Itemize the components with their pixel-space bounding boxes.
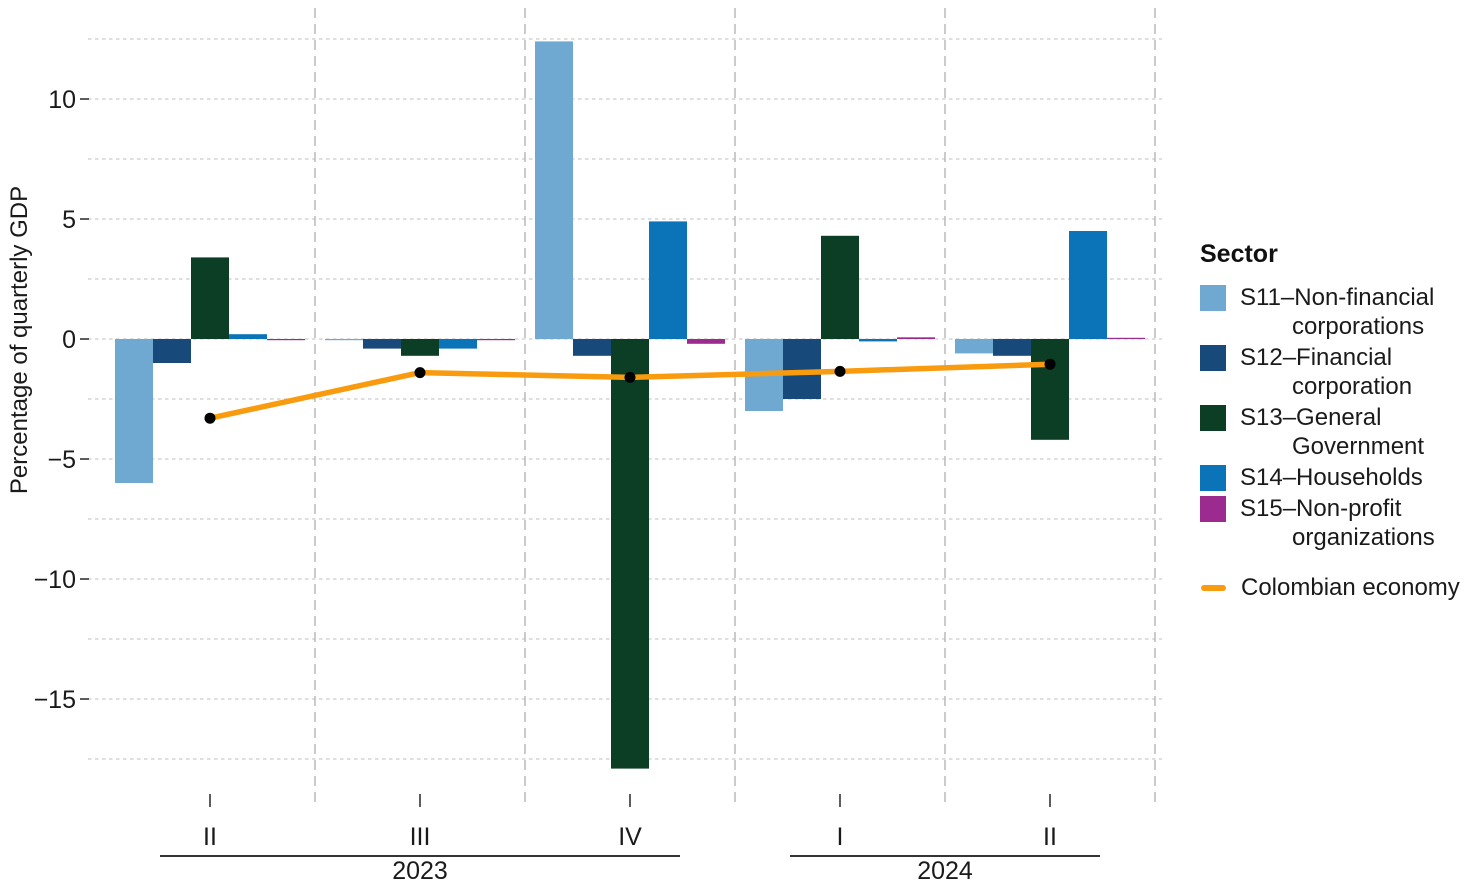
economy-point-2 xyxy=(624,371,636,383)
legend-label-line: S14–Households xyxy=(1240,464,1423,491)
bar-s14-q0 xyxy=(229,334,267,339)
legend-label-line: Government xyxy=(1292,433,1425,460)
x-label-quarter: II xyxy=(1043,823,1057,851)
y-tick-label: −5 xyxy=(47,446,76,474)
bar-s12-q3 xyxy=(783,339,821,399)
legend-item-s12: S12–Financial corporation xyxy=(1200,343,1478,401)
bar-s14-q4 xyxy=(1069,231,1107,339)
bar-s12-q2 xyxy=(573,339,611,356)
bar-s14-q2 xyxy=(649,221,687,339)
x-label-quarter: II xyxy=(203,823,217,851)
economy-point-4 xyxy=(1044,358,1056,370)
x-label-quarter: I xyxy=(837,823,844,851)
legend-items: S11–Non-financial corporations S12–Financi… xyxy=(1200,283,1478,602)
legend-label-line: S13–General xyxy=(1240,404,1382,431)
y-tick-label: 10 xyxy=(48,86,76,114)
x-label-quarter: III xyxy=(410,823,431,851)
bar-s14-q3 xyxy=(859,339,897,342)
legend-item-s13: S13–General Government xyxy=(1200,403,1478,461)
legend-label-economy: Colombian economy xyxy=(1241,574,1460,601)
year-label: 2024 xyxy=(917,857,973,880)
legend-label-line: S15–Non-profit xyxy=(1240,495,1402,522)
economy-point-0 xyxy=(204,412,216,424)
y-tick-label: 0 xyxy=(62,326,76,354)
legend-label-s13: S13–General Government xyxy=(1240,403,1424,461)
legend-item-s14: S14–Households xyxy=(1200,463,1478,492)
legend-swatch-s14 xyxy=(1200,465,1226,491)
y-tick-label: 5 xyxy=(62,206,76,234)
bar-s15-q2 xyxy=(687,339,725,344)
bar-s15-q3 xyxy=(897,337,935,339)
legend-label-line: organizations xyxy=(1292,524,1435,551)
legend-swatch-s15 xyxy=(1200,496,1226,522)
bar-s11-q4 xyxy=(955,339,993,354)
year-label: 2023 xyxy=(392,857,448,880)
y-tick-label: −15 xyxy=(34,686,76,714)
legend-swatch-s11 xyxy=(1200,285,1226,311)
legend: Sector S11–Non-financial corporations S12–… xyxy=(1200,240,1478,602)
legend-label-line: corporation xyxy=(1292,373,1413,400)
legend-label-s14: S14–Households xyxy=(1240,463,1423,492)
bar-s12-q0 xyxy=(153,339,191,363)
legend-label-s11: S11–Non-financial corporations xyxy=(1240,283,1434,341)
legend-item-s11: S11–Non-financial corporations xyxy=(1200,283,1478,341)
bar-s14-q1 xyxy=(439,339,477,349)
bar-s13-q4 xyxy=(1031,339,1069,440)
bar-s12-q4 xyxy=(993,339,1031,356)
x-label-quarter: IV xyxy=(618,823,642,851)
bar-s15-q1 xyxy=(477,339,515,341)
bar-s12-q1 xyxy=(363,339,401,349)
bar-s13-q1 xyxy=(401,339,439,356)
legend-label-line: S11–Non-financial xyxy=(1240,284,1435,311)
legend-label-s12: S12–Financial corporation xyxy=(1240,343,1412,401)
legend-title: Sector xyxy=(1200,240,1278,268)
bar-s11-q1 xyxy=(325,339,363,341)
bar-s15-q0 xyxy=(267,339,305,341)
bar-s11-q0 xyxy=(115,339,153,483)
bar-s15-q4 xyxy=(1107,337,1145,339)
legend-swatch-s12 xyxy=(1200,345,1226,371)
bar-s13-q0 xyxy=(191,257,229,339)
legend-swatch-s13 xyxy=(1200,405,1226,431)
legend-item-s15: S15–Non-profit organizations xyxy=(1200,494,1478,552)
bar-s13-q3 xyxy=(821,235,859,339)
y-tick-label: −10 xyxy=(34,566,76,594)
legend-swatch-economy xyxy=(1201,585,1226,591)
bar-s13-q2 xyxy=(611,339,649,769)
legend-label-s15: S15–Non-profit organizations xyxy=(1240,494,1435,552)
legend-label-line: S12–Financial xyxy=(1240,344,1393,371)
bar-s11-q2 xyxy=(535,41,573,340)
economy-point-3 xyxy=(834,365,846,377)
economy-point-1 xyxy=(414,367,426,379)
legend-label-line: corporations xyxy=(1292,313,1425,340)
y-axis-title: Percentage of quarterly GDP xyxy=(6,186,33,494)
legend-item-economy: Colombian economy xyxy=(1200,574,1478,602)
